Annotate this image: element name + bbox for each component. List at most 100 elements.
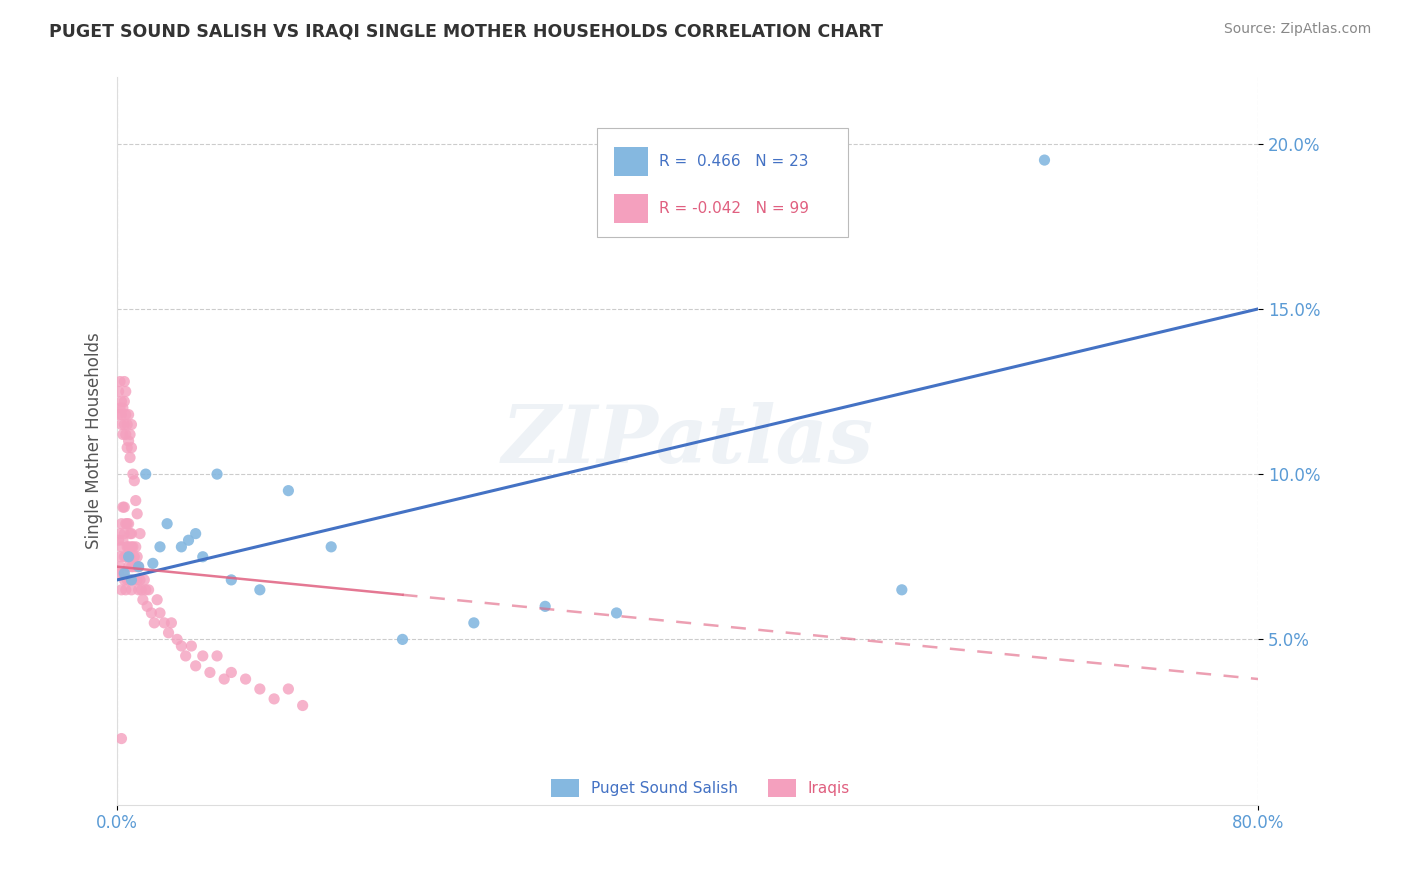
Point — [122, 559, 145, 574]
Text: Puget Sound Salish: Puget Sound Salish — [591, 781, 738, 797]
Point — [124, 573, 146, 587]
Point — [118, 526, 141, 541]
Point — [177, 533, 200, 548]
Point — [112, 573, 135, 587]
Point — [117, 559, 139, 574]
Bar — [613, 146, 648, 176]
Point — [205, 648, 228, 663]
Point — [146, 592, 169, 607]
Point — [110, 582, 132, 597]
Point — [115, 540, 138, 554]
Point — [1033, 153, 1056, 167]
Point — [107, 533, 129, 548]
Point — [134, 573, 156, 587]
Point — [156, 516, 179, 531]
Point — [111, 500, 134, 515]
Point — [114, 549, 136, 564]
Point — [120, 540, 142, 554]
Point — [235, 672, 257, 686]
Point — [127, 507, 149, 521]
Point — [120, 526, 142, 541]
Point — [108, 559, 131, 574]
Point — [321, 540, 343, 554]
Point — [160, 615, 183, 630]
Point — [107, 566, 129, 581]
Point — [112, 394, 135, 409]
Point — [149, 606, 172, 620]
Point — [117, 516, 139, 531]
Point — [120, 559, 142, 574]
Point — [111, 566, 134, 581]
Text: R =  0.466   N = 23: R = 0.466 N = 23 — [659, 153, 808, 169]
Text: R = -0.042   N = 99: R = -0.042 N = 99 — [659, 201, 810, 216]
Bar — [613, 194, 648, 223]
Point — [115, 441, 138, 455]
Point — [111, 401, 134, 415]
Point — [111, 533, 134, 548]
Point — [108, 549, 131, 564]
Point — [170, 540, 193, 554]
Text: PUGET SOUND SALISH VS IRAQI SINGLE MOTHER HOUSEHOLDS CORRELATION CHART: PUGET SOUND SALISH VS IRAQI SINGLE MOTHE… — [49, 22, 883, 40]
Text: Source: ZipAtlas.com: Source: ZipAtlas.com — [1223, 22, 1371, 37]
Point — [110, 394, 132, 409]
Bar — [551, 780, 579, 797]
Point — [136, 599, 159, 614]
Point — [184, 658, 207, 673]
Point — [277, 483, 299, 498]
Point — [249, 681, 271, 696]
Point — [221, 665, 243, 680]
Point — [128, 559, 150, 574]
Point — [890, 582, 912, 597]
Point — [118, 427, 141, 442]
Point — [122, 467, 145, 482]
Point — [170, 639, 193, 653]
Point — [131, 582, 153, 597]
Bar — [596, 128, 848, 237]
Point — [605, 606, 627, 620]
Point — [117, 434, 139, 448]
Point — [114, 427, 136, 442]
Point — [166, 632, 188, 647]
Point — [115, 417, 138, 432]
Point — [135, 467, 157, 482]
Point — [129, 573, 152, 587]
Point — [120, 441, 142, 455]
Point — [205, 467, 228, 482]
Point — [118, 549, 141, 564]
Point — [127, 549, 149, 564]
Point — [115, 573, 138, 587]
Point — [112, 549, 135, 564]
Point — [110, 540, 132, 554]
Point — [138, 582, 160, 597]
Point — [117, 549, 139, 564]
Point — [112, 500, 135, 515]
Point — [120, 573, 142, 587]
Y-axis label: Single Mother Households: Single Mother Households — [86, 333, 103, 549]
Point — [107, 408, 129, 422]
Point — [122, 540, 145, 554]
Point — [124, 549, 146, 564]
Point — [184, 526, 207, 541]
Point — [191, 648, 214, 663]
Point — [107, 384, 129, 399]
Point — [127, 573, 149, 587]
Point — [263, 692, 285, 706]
Point — [180, 639, 202, 653]
Point — [125, 493, 148, 508]
Text: Iraqis: Iraqis — [807, 781, 849, 797]
Point — [221, 573, 243, 587]
Point — [142, 557, 165, 571]
Point — [117, 408, 139, 422]
Point — [128, 559, 150, 574]
Point — [124, 474, 146, 488]
Bar — [768, 780, 796, 797]
Point — [112, 375, 135, 389]
Point — [114, 408, 136, 422]
Point — [212, 672, 235, 686]
Point — [110, 731, 132, 746]
Point — [125, 559, 148, 574]
Point — [108, 375, 131, 389]
Point — [135, 582, 157, 597]
Point — [114, 384, 136, 399]
Point — [108, 401, 131, 415]
